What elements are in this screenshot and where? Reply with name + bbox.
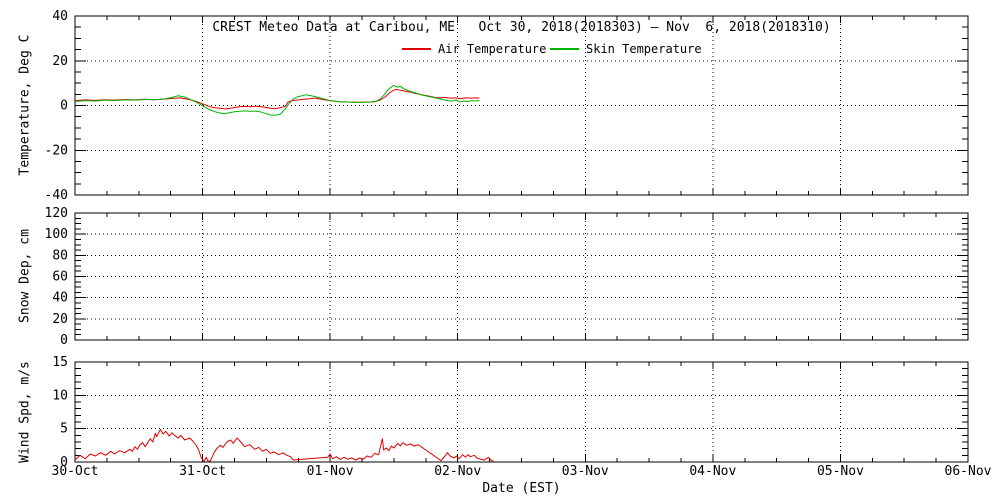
y-tick-label: 100: [45, 227, 68, 242]
x-tick-label: 03-Nov: [562, 464, 609, 479]
y-axis-title-snow-depth: Snow Dep, cm: [17, 229, 33, 323]
y-axis-title-wind-speed: Wind Spd, m/s: [17, 361, 33, 463]
y-axis-title-temperature: Temperature, Deg C: [17, 34, 33, 176]
x-tick-label: 05-Nov: [817, 464, 864, 479]
x-tick-label: 30-Oct: [52, 464, 99, 479]
snow-depth-panel-border: [74, 212, 969, 341]
y-tick-label: 5: [60, 422, 68, 437]
wind-speed-panel-border: [74, 361, 969, 463]
y-tick-label: 60: [52, 270, 68, 285]
plot-title: CREST Meteo Data at Caribou, ME Oct 30, …: [212, 20, 831, 35]
y-tick-label: 0: [60, 333, 68, 348]
y-tick-label: 40: [52, 291, 68, 306]
skin-temperature-line: [74, 84, 480, 116]
y-tick-label: 20: [52, 312, 68, 327]
x-tick-label: 04-Nov: [689, 464, 736, 479]
y-tick-label: 80: [52, 248, 68, 263]
skin-temperature-line-swatch: [550, 48, 579, 50]
y-tick-label: 15: [52, 355, 68, 370]
legend-label-skin-temperature: Skin Temperature: [586, 42, 702, 56]
y-tick-label: 0: [60, 99, 68, 114]
x-tick-label: 02-Nov: [434, 464, 481, 479]
y-tick-label: 40: [52, 9, 68, 24]
y-tick-label: -20: [45, 143, 68, 158]
legend-label-air-temperature: Air Temperature: [438, 42, 547, 56]
y-tick-label: 0: [60, 455, 68, 470]
y-tick-label: 10: [52, 388, 68, 403]
y-tick-label: 20: [52, 54, 68, 69]
x-tick-label: 06-Nov: [945, 464, 992, 479]
legend-item-air-temperature: Air Temperature: [402, 42, 546, 56]
x-axis-title: Date (EST): [482, 481, 561, 496]
temperature-panel-border: [74, 15, 969, 196]
x-tick-label: 31-Oct: [179, 464, 226, 479]
legend-item-skin-temperature: Skin Temperature: [550, 42, 702, 56]
y-tick-label: -40: [45, 188, 68, 203]
wind-speed-line: [74, 428, 494, 462]
air-temperature-line-swatch: [402, 48, 431, 50]
x-tick-label: 01-Nov: [307, 464, 354, 479]
y-tick-label: 120: [45, 206, 68, 221]
